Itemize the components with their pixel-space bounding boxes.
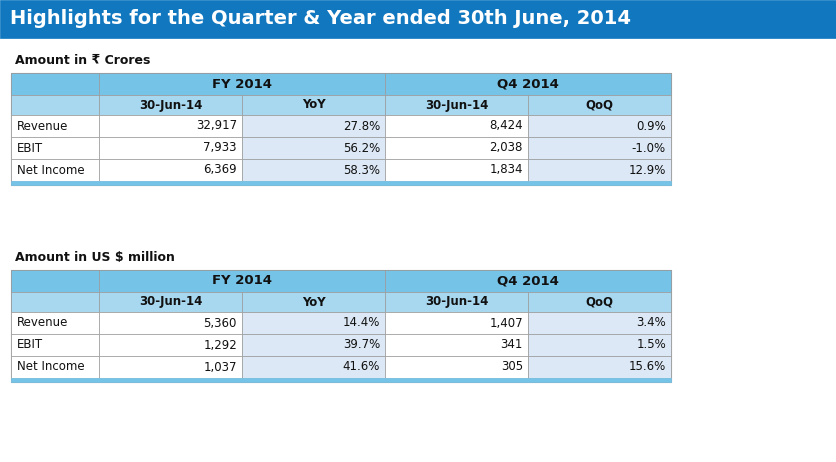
Text: Q4 2014: Q4 2014	[497, 274, 558, 287]
Text: 12.9%: 12.9%	[628, 164, 665, 176]
Bar	[385, 95, 528, 115]
Bar	[99, 159, 242, 181]
Bar	[385, 73, 670, 95]
Text: Q4 2014: Q4 2014	[497, 78, 558, 91]
Bar	[385, 137, 528, 159]
Bar	[11, 270, 670, 382]
Text: Highlights for the Quarter & Year ended 30th June, 2014: Highlights for the Quarter & Year ended …	[10, 10, 630, 29]
Bar	[0, 0, 836, 38]
Text: 1,292: 1,292	[203, 339, 237, 352]
Text: 58.3%: 58.3%	[343, 164, 380, 176]
Text: 0.9%: 0.9%	[635, 120, 665, 133]
Text: 1,037: 1,037	[203, 360, 237, 373]
Text: 341: 341	[500, 339, 522, 352]
Bar	[528, 356, 670, 378]
Bar	[242, 334, 385, 356]
Bar	[385, 334, 528, 356]
Bar	[99, 312, 242, 334]
Text: 1,834: 1,834	[489, 164, 522, 176]
Text: QoQ: QoQ	[585, 296, 613, 309]
Text: FY 2014: FY 2014	[212, 274, 272, 287]
Bar	[11, 181, 670, 185]
Text: -1.0%: -1.0%	[631, 141, 665, 154]
Text: 15.6%: 15.6%	[628, 360, 665, 373]
Bar	[242, 95, 385, 115]
Text: YoY: YoY	[301, 296, 325, 309]
Bar	[242, 115, 385, 137]
Text: 56.2%: 56.2%	[342, 141, 380, 154]
Text: Amount in ₹ Crores: Amount in ₹ Crores	[15, 55, 150, 67]
Text: 30-Jun-14: 30-Jun-14	[139, 98, 202, 111]
Text: 6,369: 6,369	[203, 164, 237, 176]
Bar	[528, 312, 670, 334]
Bar	[11, 334, 99, 356]
Bar	[385, 312, 528, 334]
Bar	[11, 73, 99, 95]
Text: 30-Jun-14: 30-Jun-14	[425, 98, 487, 111]
Text: 5,360: 5,360	[203, 316, 237, 329]
Text: Net Income: Net Income	[17, 360, 84, 373]
Bar	[99, 95, 242, 115]
Bar	[528, 137, 670, 159]
Bar	[11, 378, 670, 382]
Text: 3.4%: 3.4%	[635, 316, 665, 329]
Bar	[99, 292, 242, 312]
Text: 7,933: 7,933	[203, 141, 237, 154]
Text: 30-Jun-14: 30-Jun-14	[425, 296, 487, 309]
Bar	[11, 137, 99, 159]
Text: EBIT: EBIT	[17, 141, 43, 154]
Text: 8,424: 8,424	[489, 120, 522, 133]
Text: Amount in US $ million: Amount in US $ million	[15, 251, 175, 265]
Text: 305: 305	[500, 360, 522, 373]
Bar	[11, 356, 99, 378]
Bar	[385, 292, 528, 312]
Bar	[11, 159, 99, 181]
Text: 1.5%: 1.5%	[635, 339, 665, 352]
Bar	[11, 95, 99, 115]
Text: QoQ: QoQ	[585, 98, 613, 111]
Bar	[242, 356, 385, 378]
Text: Revenue: Revenue	[17, 120, 69, 133]
Text: 1,407: 1,407	[489, 316, 522, 329]
Bar	[11, 292, 99, 312]
Bar	[99, 356, 242, 378]
Bar	[11, 270, 99, 292]
Text: Net Income: Net Income	[17, 164, 84, 176]
Bar	[11, 115, 99, 137]
Bar	[99, 115, 242, 137]
Bar	[385, 115, 528, 137]
Bar	[11, 73, 670, 185]
Bar	[242, 312, 385, 334]
Bar	[528, 95, 670, 115]
Bar	[385, 356, 528, 378]
Bar	[99, 137, 242, 159]
Bar	[242, 292, 385, 312]
Text: 2,038: 2,038	[489, 141, 522, 154]
Text: Revenue: Revenue	[17, 316, 69, 329]
Bar	[528, 292, 670, 312]
Text: FY 2014: FY 2014	[212, 78, 272, 91]
Text: EBIT: EBIT	[17, 339, 43, 352]
Text: 27.8%: 27.8%	[342, 120, 380, 133]
Text: 32,917: 32,917	[196, 120, 237, 133]
Text: 14.4%: 14.4%	[342, 316, 380, 329]
Text: 41.6%: 41.6%	[342, 360, 380, 373]
Bar	[11, 312, 99, 334]
Bar	[242, 159, 385, 181]
Bar	[528, 159, 670, 181]
Bar	[385, 270, 670, 292]
Bar	[99, 270, 385, 292]
Text: YoY: YoY	[301, 98, 325, 111]
Bar	[99, 73, 385, 95]
Bar	[528, 115, 670, 137]
Text: 30-Jun-14: 30-Jun-14	[139, 296, 202, 309]
Text: 39.7%: 39.7%	[342, 339, 380, 352]
Bar	[528, 334, 670, 356]
Bar	[99, 334, 242, 356]
Bar	[242, 137, 385, 159]
Bar	[385, 159, 528, 181]
